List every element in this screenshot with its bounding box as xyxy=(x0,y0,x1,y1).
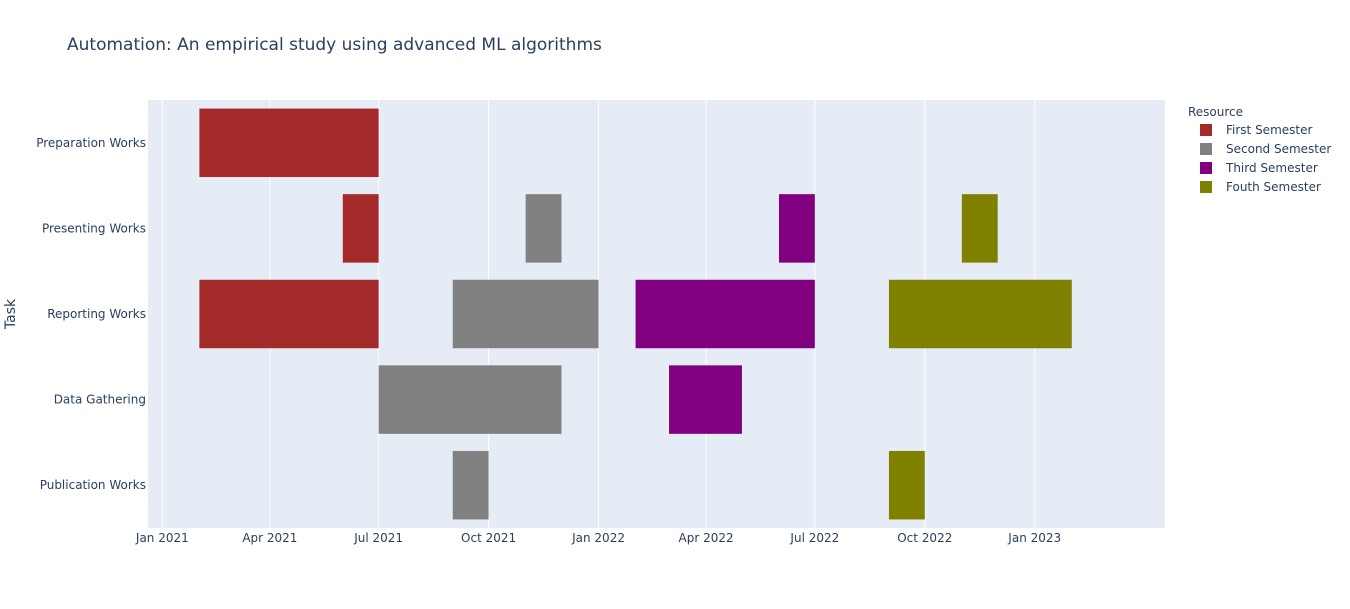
y-axis-ticks: Preparation Works Presenting Works Reporti… xyxy=(36,136,146,492)
task-bar xyxy=(778,194,815,263)
task-bar xyxy=(888,450,925,520)
legend-swatch[interactable] xyxy=(1200,124,1212,136)
legend-title: Resource xyxy=(1188,105,1243,119)
x-tick-label: Oct 2021 xyxy=(461,531,516,545)
task-bars xyxy=(199,108,1072,520)
x-tick-label: Jul 2021 xyxy=(353,531,403,545)
task-bar xyxy=(525,194,562,263)
y-tick-label: Presenting Works xyxy=(42,221,146,235)
x-tick-label: Jan 2021 xyxy=(135,531,189,545)
legend-item-label[interactable]: Third Semester xyxy=(1225,161,1318,175)
legend-item-label[interactable]: Second Semester xyxy=(1226,142,1331,156)
x-tick-label: Jan 2023 xyxy=(1007,531,1061,545)
y-tick-label: Reporting Works xyxy=(47,307,146,321)
task-bar xyxy=(452,450,489,520)
task-bar xyxy=(888,279,1072,349)
task-bar xyxy=(669,365,742,434)
x-tick-label: Jul 2022 xyxy=(789,531,839,545)
task-bar xyxy=(199,108,379,178)
task-bar xyxy=(378,365,562,434)
y-tick-label: Publication Works xyxy=(40,478,146,492)
y-axis-title: Task xyxy=(3,298,19,330)
task-bar xyxy=(635,279,815,349)
y-tick-label: Preparation Works xyxy=(36,136,146,150)
legend-item-label[interactable]: Fouth Semester xyxy=(1226,180,1321,194)
legend-swatch[interactable] xyxy=(1200,162,1212,174)
x-tick-label: Jan 2022 xyxy=(571,531,625,545)
task-bar xyxy=(342,194,379,263)
x-tick-label: Apr 2021 xyxy=(242,531,297,545)
x-tick-label: Apr 2022 xyxy=(679,531,734,545)
task-bar xyxy=(452,279,599,349)
task-bar xyxy=(961,194,998,263)
legend-item-label[interactable]: First Semester xyxy=(1226,123,1312,137)
x-tick-label: Oct 2022 xyxy=(897,531,952,545)
legend-swatch[interactable] xyxy=(1200,181,1212,193)
chart-title: Automation: An empirical study using adv… xyxy=(67,35,602,55)
legend: Resource First Semester Second Semester Th… xyxy=(1188,105,1331,194)
y-tick-label: Data Gathering xyxy=(54,393,146,407)
legend-swatch[interactable] xyxy=(1200,143,1212,155)
x-axis-ticks: Jan 2021 Apr 2021 Jul 2021 Oct 2021 Jan 2022… xyxy=(135,531,1061,545)
task-bar xyxy=(199,279,379,349)
